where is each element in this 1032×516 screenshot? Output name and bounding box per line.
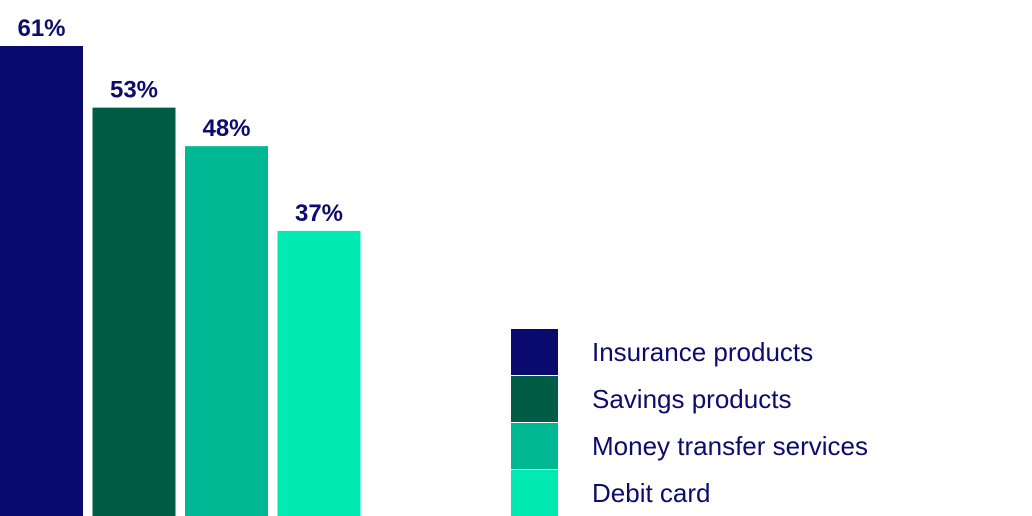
legend-swatch xyxy=(511,329,558,375)
legend-label: Debit card xyxy=(592,478,711,508)
legend-swatch xyxy=(511,423,558,469)
legend-swatch xyxy=(511,376,558,422)
bar xyxy=(277,230,361,516)
value-label: 61% xyxy=(17,15,65,42)
legend-swatch xyxy=(511,470,558,516)
bar xyxy=(0,46,83,516)
value-label: 37% xyxy=(295,200,343,227)
value-label: 53% xyxy=(110,77,158,104)
legend-label: Savings products xyxy=(592,384,791,414)
bar xyxy=(92,107,176,516)
value-label: 48% xyxy=(202,115,250,142)
bar xyxy=(185,146,268,516)
legend-label: Money transfer services xyxy=(592,431,868,461)
legend-label: Insurance products xyxy=(592,337,813,367)
